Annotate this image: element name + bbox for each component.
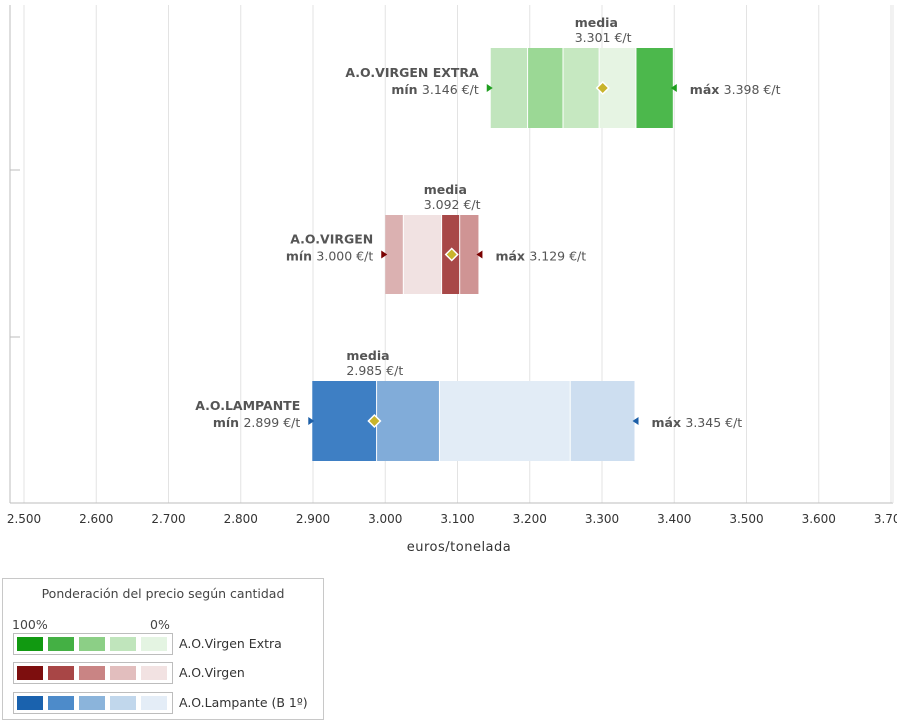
x-tick-label: 2.800 xyxy=(224,512,258,526)
legend-0-label: 0% xyxy=(150,617,170,632)
range-band xyxy=(562,48,600,128)
media-label: media xyxy=(346,348,389,363)
x-tick-label: 3.200 xyxy=(513,512,547,526)
media-value: 2.985 €/t xyxy=(346,363,403,378)
legend-swatch xyxy=(17,696,43,710)
legend-swatch xyxy=(17,666,43,680)
series-group: A.O.LAMPANTE mín 2.899 €/t máx 3.345 €/t me… xyxy=(195,348,742,461)
max-marker xyxy=(670,84,677,92)
x-tick-label: 2.700 xyxy=(151,512,185,526)
legend-row xyxy=(13,692,173,714)
legend-row xyxy=(13,633,173,655)
max-label-value: 3.345 €/t xyxy=(685,415,742,430)
series-group: A.O.VIRGEN mín 3.000 €/t máx 3.129 €/t medi… xyxy=(286,182,586,294)
range-band xyxy=(459,215,479,294)
max-label-word: máx xyxy=(495,249,529,264)
legend-swatch xyxy=(110,637,136,651)
max-marker xyxy=(632,417,639,425)
legend-swatch xyxy=(141,666,167,680)
legend-swatch xyxy=(141,696,167,710)
legend-100-label: 100% xyxy=(12,617,48,632)
range-band xyxy=(403,215,442,294)
x-tick-label: 3.500 xyxy=(729,512,763,526)
min-label-word: mín xyxy=(286,249,317,264)
x-tick-label: 2.600 xyxy=(79,512,113,526)
x-axis-title: euros/tonelada xyxy=(407,540,512,555)
legend-series-name: A.O.Virgen xyxy=(179,665,245,680)
legend-swatch xyxy=(141,637,167,651)
legend-swatch xyxy=(79,696,105,710)
max-label-value: 3.398 €/t xyxy=(724,82,781,97)
x-tick-label: 2.900 xyxy=(296,512,330,526)
media-marker xyxy=(444,247,459,262)
legend-swatch xyxy=(110,666,136,680)
legend-swatch xyxy=(48,666,74,680)
legend-swatch xyxy=(48,696,74,710)
x-axis xyxy=(9,5,894,504)
media-marker xyxy=(595,80,610,96)
x-tick-label: 3.700 xyxy=(874,512,897,526)
min-marker xyxy=(308,417,315,425)
legend-row xyxy=(13,662,173,684)
x-tick-label: 3.300 xyxy=(585,512,619,526)
max-label: máx 3.129 €/t xyxy=(495,249,586,264)
legend-series-name: A.O.Lampante (B 1º) xyxy=(179,695,308,710)
price-range-chart: A.O.VIRGEN EXTRA mín 3.146 €/t máx 3.398 €… xyxy=(7,5,897,555)
min-label: mín 3.146 €/t xyxy=(391,82,478,97)
legend-swatch xyxy=(110,696,136,710)
range-band xyxy=(385,215,404,294)
legend-swatch xyxy=(79,637,105,651)
max-label-word: máx xyxy=(652,415,686,430)
min-label-value: 3.000 €/t xyxy=(316,249,373,264)
media-label: media xyxy=(575,15,618,30)
media-value: 3.301 €/t xyxy=(575,30,632,45)
legend-swatch xyxy=(48,637,74,651)
legend-series-name: A.O.Virgen Extra xyxy=(179,636,282,651)
min-label: mín 3.000 €/t xyxy=(286,249,373,264)
min-marker xyxy=(486,84,493,92)
x-tick-label: 3.400 xyxy=(657,512,691,526)
x-tick-label: 3.000 xyxy=(368,512,402,526)
legend-box: Ponderación del precio según cantidad 10… xyxy=(2,578,324,720)
series-name: A.O.LAMPANTE xyxy=(195,398,300,413)
range-bars: A.O.VIRGEN EXTRA mín 3.146 €/t máx 3.398 €… xyxy=(195,15,781,461)
range-band xyxy=(376,381,440,461)
legend-swatch xyxy=(79,666,105,680)
min-label-value: 2.899 €/t xyxy=(243,415,300,430)
x-tick-label: 2.500 xyxy=(7,512,41,526)
max-marker xyxy=(476,250,483,259)
legend-title: Ponderación del precio según cantidad xyxy=(41,586,285,601)
series-name: A.O.VIRGEN EXTRA xyxy=(345,65,479,80)
range-band xyxy=(527,48,563,128)
range-band xyxy=(490,48,528,128)
media-marker xyxy=(367,413,382,429)
max-label: máx 3.398 €/t xyxy=(690,82,781,97)
series-group: A.O.VIRGEN EXTRA mín 3.146 €/t máx 3.398 €… xyxy=(345,15,781,128)
range-band xyxy=(312,381,377,461)
range-band xyxy=(439,381,571,461)
x-tick-label: 3.600 xyxy=(802,512,836,526)
range-band xyxy=(635,48,673,128)
series-name: A.O.VIRGEN xyxy=(290,232,373,247)
max-label-word: máx xyxy=(690,82,724,97)
x-tick-label: 3.100 xyxy=(440,512,474,526)
min-label-word: mín xyxy=(391,82,422,97)
media-value: 3.092 €/t xyxy=(424,197,481,212)
range-band xyxy=(570,381,635,461)
min-label: mín 2.899 €/t xyxy=(213,415,300,430)
max-label: máx 3.345 €/t xyxy=(652,415,743,430)
min-marker xyxy=(381,250,388,259)
min-label-value: 3.146 €/t xyxy=(422,82,479,97)
legend-swatch xyxy=(17,637,43,651)
x-tick-labels: 2.500 2.600 2.700 2.800 2.900 3.000 3.100 3.200… xyxy=(7,512,897,526)
min-label-word: mín xyxy=(213,415,244,430)
media-label: media xyxy=(424,182,467,197)
max-label-value: 3.129 €/t xyxy=(529,249,586,264)
